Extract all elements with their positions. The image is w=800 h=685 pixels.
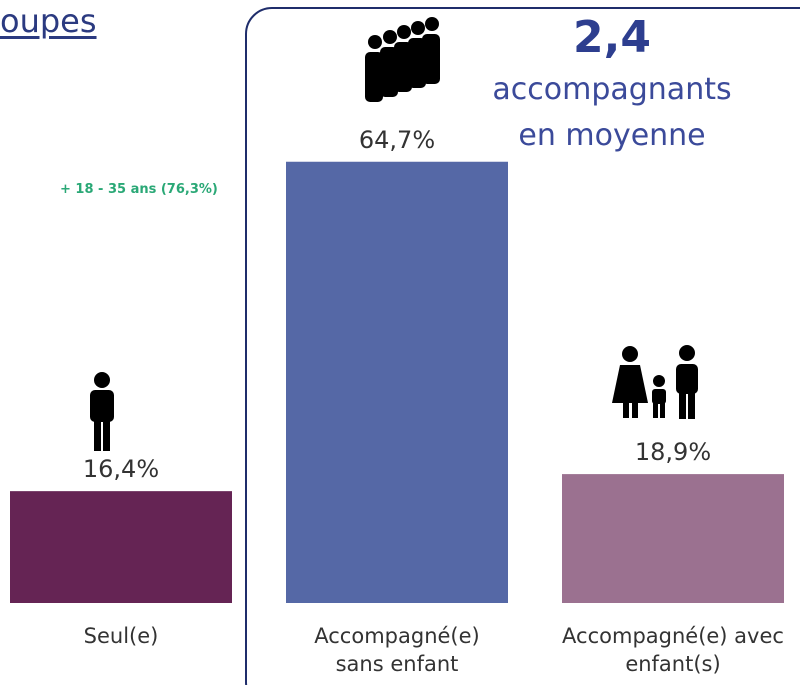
chart-title: oupes bbox=[0, 2, 97, 40]
value-label: 18,9% bbox=[634, 438, 712, 467]
headline-text: en moyenne bbox=[518, 118, 706, 153]
value-label: 64,7% bbox=[358, 125, 436, 154]
annotation: + 18 - 35 ans (76,3%) bbox=[60, 182, 218, 197]
category-label: Seul(e) bbox=[83, 624, 159, 648]
highlight-box bbox=[245, 7, 800, 685]
bar bbox=[286, 161, 508, 603]
single-icon bbox=[90, 372, 114, 451]
bar bbox=[562, 474, 784, 603]
headline-text: accompagnants bbox=[492, 72, 732, 107]
category-label: Accompagné(e) avec enfant(s) bbox=[562, 624, 784, 676]
headline-number: 2,4 bbox=[573, 12, 651, 63]
group-icon bbox=[365, 17, 440, 102]
bar bbox=[10, 491, 232, 603]
category-label: Accompagné(e) sans enfant bbox=[314, 624, 480, 676]
family-icon bbox=[612, 345, 698, 419]
value-label: 16,4% bbox=[82, 455, 160, 484]
